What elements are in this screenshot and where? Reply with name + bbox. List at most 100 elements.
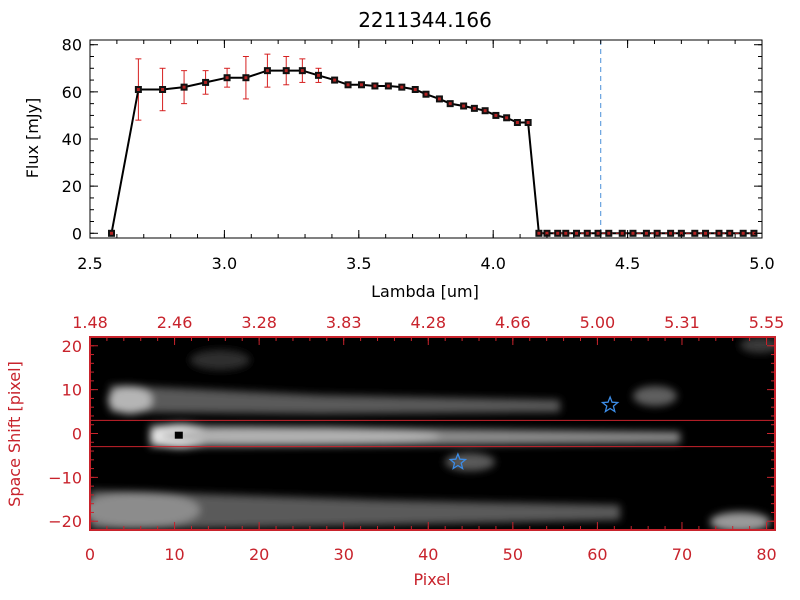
data-point-core [631, 231, 635, 235]
spectrum-line [110, 69, 762, 235]
y-tick-label: 0 [72, 224, 82, 243]
data-point-core [110, 231, 114, 235]
data-point-core [596, 231, 600, 235]
x-tick-label: 2.5 [77, 254, 102, 273]
data-point-core [644, 231, 648, 235]
pixel-axis-ticks: 0 10 20 30 40 50 60 70 80 [85, 522, 777, 564]
pixel-tick-label: 70 [672, 545, 692, 564]
data-point-core [400, 85, 404, 89]
y-axis-label: Flux [mJy] [23, 98, 42, 179]
spectrum-points [108, 67, 758, 237]
data-point-core [316, 73, 320, 77]
data-point-core [607, 231, 611, 235]
data-point-core [204, 80, 208, 84]
y-axis-ticks: 0 20 40 60 80 [62, 36, 762, 243]
wavelength-tick-label: 3.28 [241, 313, 277, 332]
pixel-tick-label: 0 [85, 545, 95, 564]
aperture-lines [90, 419, 775, 448]
data-point-core [386, 84, 390, 88]
data-point-core [679, 231, 683, 235]
data-point-core [483, 109, 487, 113]
data-point-core [728, 231, 732, 235]
data-point-core [752, 231, 756, 235]
space-tick-label: 20 [62, 337, 82, 356]
space-shift-axis-label: Space Shift [pixel] [5, 361, 24, 507]
data-point-core [505, 116, 509, 120]
data-point-core [284, 69, 288, 73]
wavelength-tick-label: 5.00 [580, 313, 616, 332]
space-tick-label: 10 [62, 381, 82, 400]
data-point-core [575, 231, 579, 235]
data-point-core [556, 231, 560, 235]
data-point-core [359, 83, 363, 87]
data-point-core [669, 231, 673, 235]
data-point-core [300, 69, 304, 73]
series-line [110, 69, 754, 235]
x-axis-ticks: 2.5 3.0 3.5 4.0 4.5 5.0 [77, 40, 775, 273]
y-tick-label: 40 [62, 130, 82, 149]
data-point-core [545, 231, 549, 235]
wavelength-tick-label: 4.28 [410, 313, 446, 332]
data-point-core [515, 121, 519, 124]
x-tick-label: 4.0 [480, 254, 505, 273]
x-tick-label: 4.5 [615, 254, 640, 273]
upper-band [110, 385, 560, 414]
wavelength-tick-label: 2.46 [157, 313, 193, 332]
wavelength-axis-ticks: 1.48 2.46 3.28 3.83 4.28 4.66 5.00 5.31 5.55 [72, 313, 784, 345]
pixel-tick-label: 60 [587, 545, 607, 564]
data-point-core [448, 102, 452, 106]
wavelength-tick-label: 4.66 [495, 313, 531, 332]
space-shift-axis-ticks: −20 −10 0 10 20 [48, 337, 775, 531]
wavelength-tick-label: 5.55 [749, 313, 785, 332]
star-marker [600, 395, 620, 413]
data-point-core [346, 83, 350, 87]
x-tick-label: 3.5 [346, 254, 371, 273]
data-point-core [182, 85, 186, 89]
corner-blob [710, 512, 770, 530]
data-point-core [225, 76, 229, 80]
space-tick-label: −10 [48, 468, 82, 487]
data-point-core [494, 113, 498, 117]
data-point-core [693, 231, 697, 235]
data-point-core [373, 84, 377, 88]
black-marker [174, 431, 183, 439]
pixel-tick-label: 40 [418, 545, 438, 564]
pixel-tick-label: 30 [334, 545, 354, 564]
data-point-core [437, 97, 441, 101]
error-bars [135, 53, 532, 126]
pixel-tick-label: 50 [503, 545, 523, 564]
data-point-core [472, 106, 476, 110]
data-point-core [537, 231, 541, 235]
data-point-core [333, 78, 337, 82]
data-point-core [462, 104, 466, 108]
pixel-tick-label: 20 [249, 545, 269, 564]
data-point-core [717, 231, 721, 235]
data-point-core [564, 231, 568, 235]
space-tick-label: −20 [48, 512, 82, 531]
image-emission-features [90, 337, 775, 530]
lower-left-blob [90, 492, 200, 528]
x-axis-label: Lambda [um] [371, 282, 479, 301]
y-tick-label: 80 [62, 36, 82, 55]
x-tick-label: 3.0 [212, 254, 237, 273]
wavelength-tick-label: 5.31 [664, 313, 700, 332]
x-tick-label: 5.0 [749, 254, 774, 273]
data-point-core [620, 231, 624, 235]
data-point-core [526, 121, 530, 124]
data-point-core [161, 88, 165, 91]
pixel-tick-label: 80 [756, 545, 776, 564]
star-markers [448, 395, 620, 470]
data-point-core [704, 231, 708, 235]
data-point-core [265, 69, 269, 73]
top-left-feature [190, 350, 250, 370]
wavelength-tick-label: 3.83 [326, 313, 362, 332]
data-point-core [424, 92, 428, 96]
spectrum-panel: 2211344.166 2.5 3.0 3.5 4.0 4.5 5.0 0 20 40 60 80… [23, 8, 775, 301]
upper-right-blob [633, 386, 677, 406]
spectrum-plot-frame [89, 39, 763, 239]
trace-glow [160, 427, 440, 445]
chart-title: 2211344.166 [358, 8, 492, 32]
spectral-image-panel: 0 10 20 30 40 50 60 70 80 1.48 2.46 3.28 3.83 4.28 4.… [5, 313, 784, 589]
wavelength-tick-label: 1.48 [72, 313, 108, 332]
